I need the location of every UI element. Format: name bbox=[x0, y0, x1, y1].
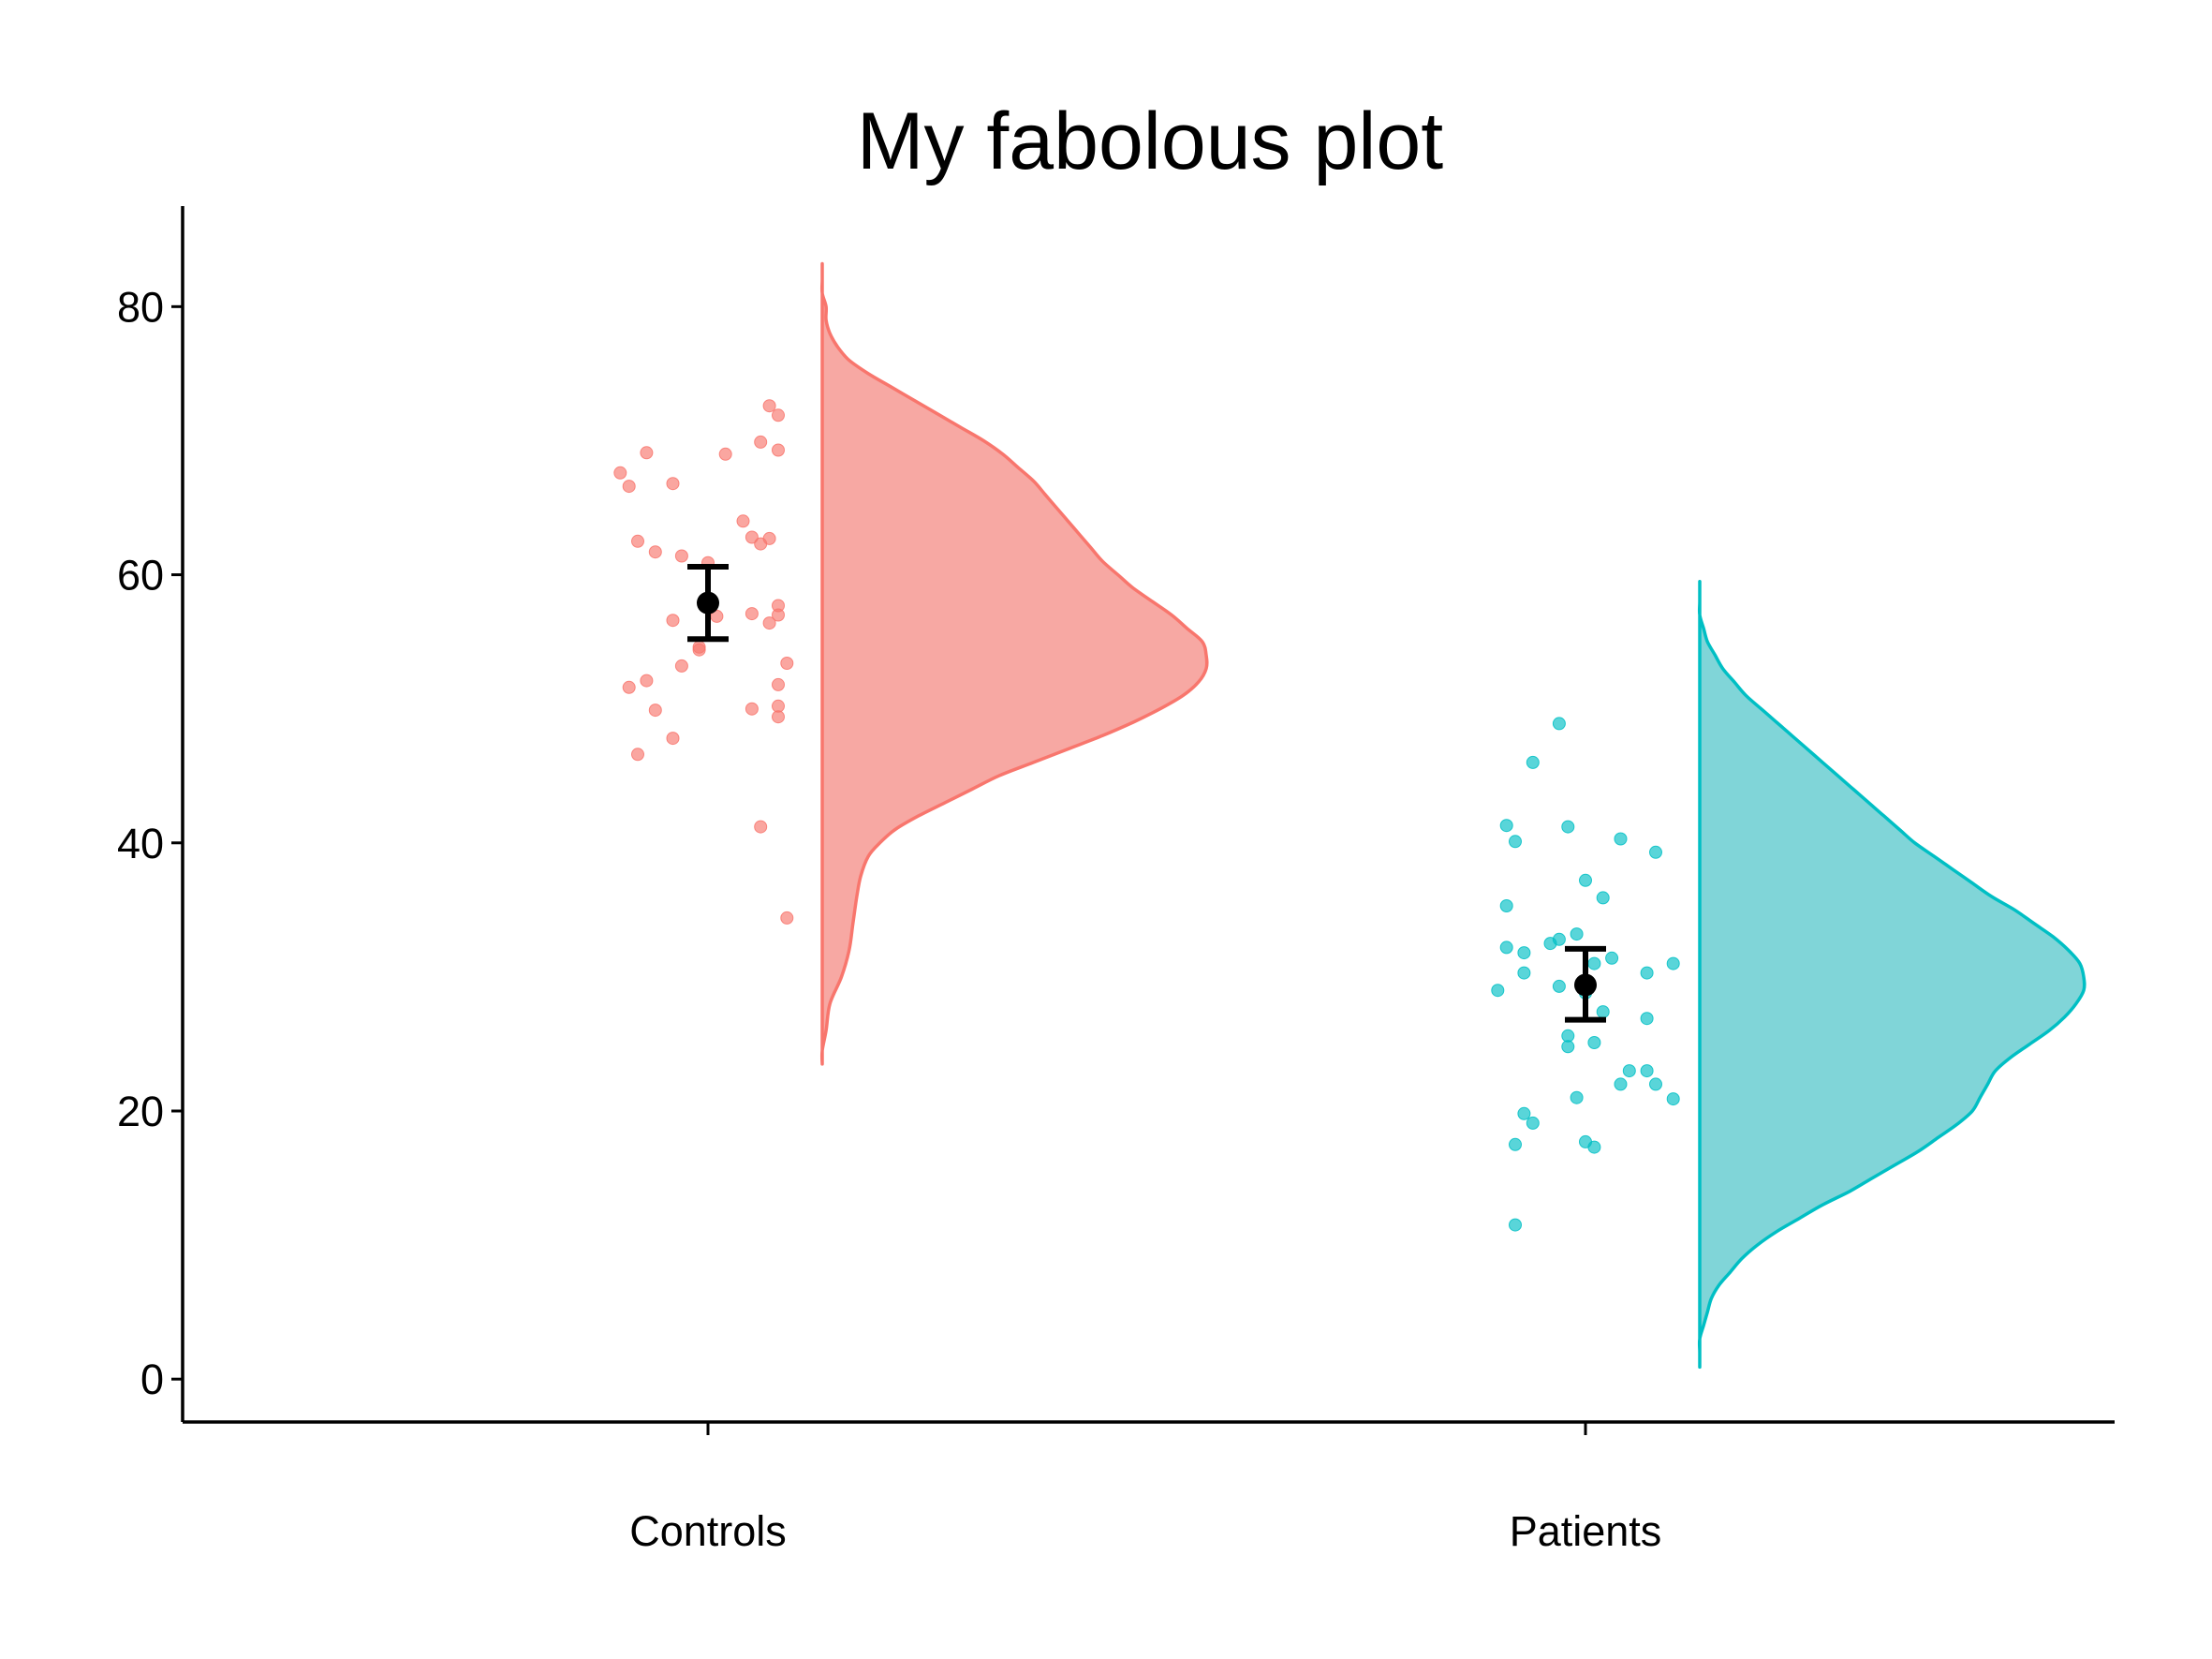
data-point bbox=[1517, 946, 1531, 960]
data-point bbox=[613, 466, 627, 480]
data-point bbox=[1579, 873, 1592, 887]
y-tick-label: 80 bbox=[117, 283, 164, 331]
data-point bbox=[1509, 1218, 1522, 1232]
density-cloud-patients bbox=[1697, 579, 2087, 1370]
data-point bbox=[754, 820, 768, 834]
data-point bbox=[745, 530, 759, 544]
data-point bbox=[1666, 1092, 1680, 1106]
data-point bbox=[718, 447, 732, 461]
data-point bbox=[1491, 984, 1505, 998]
y-tick-label: 40 bbox=[117, 820, 164, 867]
mean-point bbox=[1574, 973, 1597, 997]
data-point bbox=[622, 680, 636, 694]
data-point bbox=[1517, 966, 1531, 980]
data-point bbox=[1596, 891, 1610, 905]
data-point bbox=[640, 446, 654, 460]
data-point bbox=[1622, 1064, 1636, 1078]
data-point bbox=[762, 531, 776, 545]
data-point bbox=[1640, 1012, 1654, 1026]
data-point bbox=[772, 710, 785, 724]
data-point bbox=[648, 545, 662, 559]
data-point bbox=[780, 911, 794, 925]
data-point bbox=[1526, 755, 1540, 769]
data-point bbox=[640, 674, 654, 688]
data-point bbox=[1587, 956, 1601, 970]
data-point bbox=[1640, 1064, 1654, 1078]
x-tick-label-patients: Patients bbox=[1510, 1507, 1662, 1555]
y-tick-label: 0 bbox=[140, 1355, 164, 1403]
data-point bbox=[674, 549, 688, 563]
data-point bbox=[772, 677, 785, 691]
data-point bbox=[1552, 979, 1566, 993]
data-point bbox=[745, 702, 759, 716]
data-point bbox=[754, 435, 768, 449]
data-point bbox=[762, 616, 776, 630]
data-point bbox=[736, 514, 750, 528]
data-point bbox=[772, 443, 785, 457]
data-point bbox=[666, 477, 680, 491]
data-point bbox=[666, 614, 680, 628]
data-point bbox=[1649, 845, 1662, 859]
density-cloud-controls bbox=[819, 261, 1209, 1066]
x-tick-label-controls: Controls bbox=[629, 1507, 787, 1555]
data-point bbox=[692, 643, 706, 657]
data-point bbox=[1596, 1005, 1610, 1019]
data-point bbox=[780, 657, 794, 670]
data-point bbox=[1570, 927, 1584, 941]
data-point bbox=[1649, 1077, 1662, 1091]
data-point bbox=[1561, 820, 1575, 834]
data-point bbox=[1499, 941, 1513, 955]
data-point bbox=[1499, 899, 1513, 912]
data-point bbox=[1509, 1137, 1522, 1151]
y-tick-label: 60 bbox=[117, 552, 164, 600]
data-point bbox=[1587, 1140, 1601, 1154]
data-point bbox=[631, 748, 644, 762]
data-point bbox=[1526, 1116, 1540, 1130]
data-point bbox=[1614, 832, 1628, 846]
data-point bbox=[772, 608, 785, 622]
data-point bbox=[1570, 1090, 1584, 1104]
data-point bbox=[1666, 956, 1680, 970]
data-point bbox=[631, 534, 644, 548]
mean-point bbox=[697, 591, 719, 615]
data-point bbox=[648, 704, 662, 718]
data-point bbox=[1605, 951, 1619, 965]
data-point bbox=[666, 732, 680, 746]
data-point bbox=[1552, 932, 1566, 946]
plot-area: 0 20 40 60 80 Controls Patients bbox=[117, 206, 2115, 1555]
data-point bbox=[1552, 717, 1566, 731]
data-point bbox=[1561, 1040, 1575, 1054]
data-point bbox=[1499, 819, 1513, 833]
data-point bbox=[745, 607, 759, 621]
data-point bbox=[772, 408, 785, 422]
chart-title: My fabolous plot bbox=[857, 96, 1443, 186]
data-point bbox=[1640, 966, 1654, 980]
data-point bbox=[622, 480, 636, 494]
data-point bbox=[1614, 1077, 1628, 1091]
y-tick-label: 20 bbox=[117, 1088, 164, 1135]
data-point bbox=[1509, 835, 1522, 849]
data-point bbox=[1587, 1036, 1601, 1049]
data-point bbox=[674, 659, 688, 673]
data-point bbox=[1517, 1106, 1531, 1120]
data-point bbox=[762, 399, 776, 413]
